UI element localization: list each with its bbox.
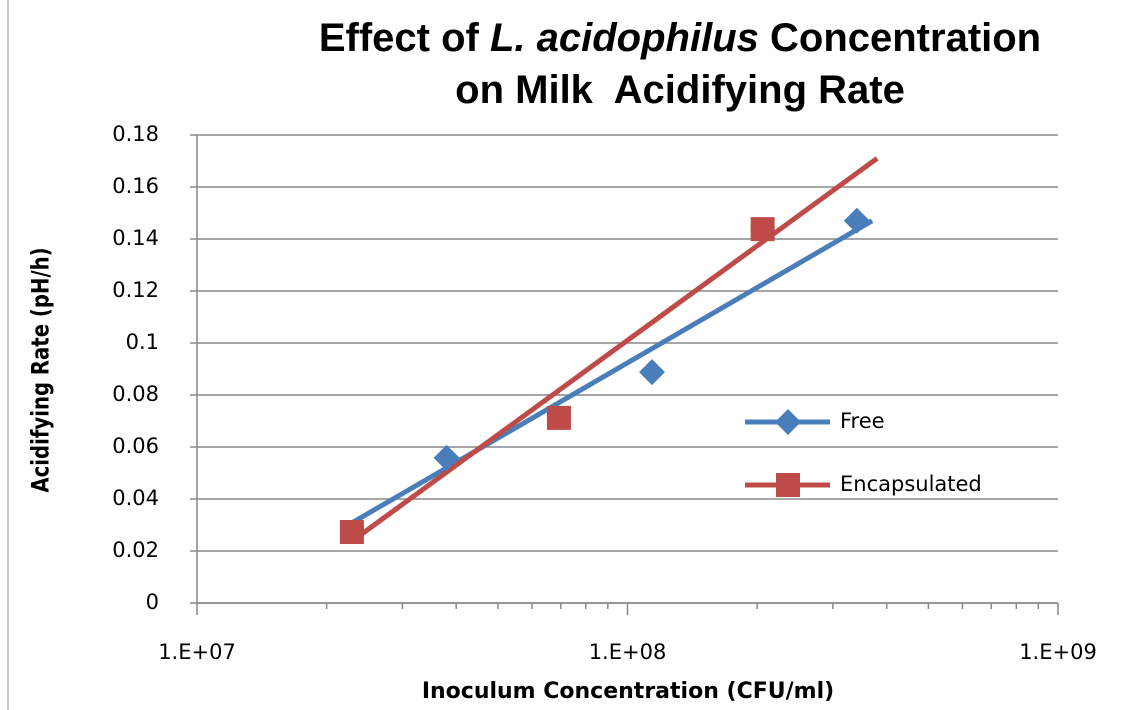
y-tick-label: 0 <box>146 590 159 614</box>
chart-border <box>7 0 9 710</box>
chart-title: Effect of L. acidophilus Concentration <box>319 16 1041 60</box>
chart-title: on Milk Acidifying Rate <box>455 68 905 112</box>
x-tick-label: 1.E+09 <box>1019 640 1097 664</box>
title-part: Effect of <box>319 16 490 60</box>
point <box>433 444 460 471</box>
y-tick-label: 0.14 <box>112 226 159 250</box>
x-tick-label: 1.E+08 <box>589 640 667 664</box>
legend-label: Encapsulated <box>840 472 982 496</box>
legend-marker <box>775 409 801 435</box>
point <box>843 207 870 234</box>
y-tick-label: 0.06 <box>112 434 159 458</box>
point <box>546 405 571 430</box>
y-tick-label: 0.12 <box>112 278 159 302</box>
y-tick-label: 0.08 <box>112 382 159 406</box>
x-axis-label: Inoculum Concentration (CFU/ml) <box>422 679 834 704</box>
title-part: on Milk Acidifying Rate <box>455 68 905 112</box>
title-part: L. acidophilus <box>490 16 759 60</box>
trendline <box>351 156 879 543</box>
y-tick-label: 0.16 <box>112 174 159 198</box>
title-part: Concentration <box>759 16 1041 60</box>
point <box>750 217 775 242</box>
x-tick-label: 1.E+07 <box>158 640 236 664</box>
y-tick-label: 0.04 <box>112 486 159 510</box>
legend-label: Free <box>840 409 885 433</box>
point <box>339 520 364 545</box>
y-tick-label: 0.1 <box>126 330 159 354</box>
trendline <box>351 218 874 525</box>
legend-marker <box>776 473 800 497</box>
point <box>638 359 665 386</box>
y-tick-label: 0.02 <box>112 538 159 562</box>
y-axis-label: Acidifying Rate (pH/h) <box>28 247 55 492</box>
y-tick-label: 0.18 <box>112 122 159 146</box>
